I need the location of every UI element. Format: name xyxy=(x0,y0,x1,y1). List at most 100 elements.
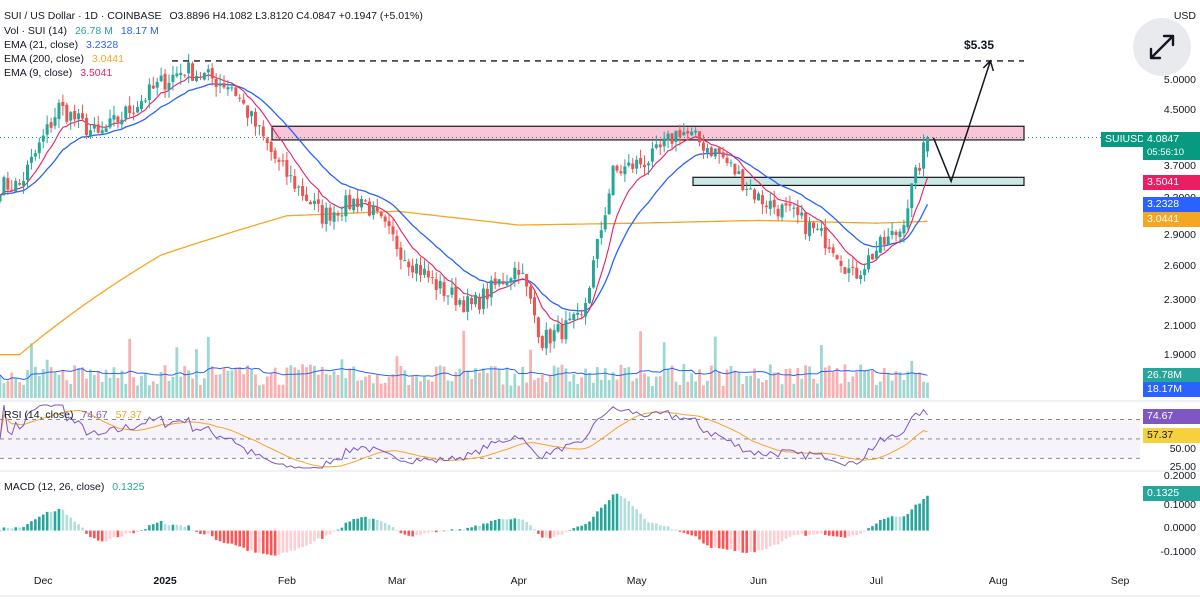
price-axis-label: 2.1000 xyxy=(1163,320,1196,333)
macd-bar xyxy=(619,495,623,531)
volume-bar xyxy=(772,372,776,398)
rsi-label: RSI (14, close) xyxy=(4,409,74,421)
legend-ema9-row[interactable]: EMA (9, close) 3.5041 xyxy=(4,66,117,80)
candle-body xyxy=(195,75,198,81)
candle-body xyxy=(898,231,902,237)
volume-bar xyxy=(686,381,690,398)
candle-body xyxy=(442,282,446,296)
candle-body xyxy=(171,74,175,82)
candle-body xyxy=(183,74,187,76)
legend-ema21-row[interactable]: EMA (21, close) 3.2328 xyxy=(4,38,123,52)
macd-axis-0.2: 0.2000 xyxy=(1163,470,1196,482)
candle-body xyxy=(159,75,163,82)
macd-bar xyxy=(855,530,859,535)
macd-bar xyxy=(576,526,580,531)
macd-bar xyxy=(128,530,131,534)
candle-body xyxy=(855,267,859,279)
volume-bar xyxy=(26,369,29,398)
candle-body xyxy=(155,81,159,88)
candle-body xyxy=(92,125,96,129)
candle-body xyxy=(29,156,33,163)
volume-bar xyxy=(607,380,611,398)
volume-bar xyxy=(863,370,866,398)
rsi-axis-25: 25.00 xyxy=(1169,461,1196,473)
candle-body xyxy=(776,208,780,217)
macd-bar xyxy=(454,529,458,531)
candle-body xyxy=(344,195,348,217)
candle-body xyxy=(49,122,53,128)
volume-bar xyxy=(175,347,179,398)
candle-body xyxy=(654,144,658,148)
candle-body xyxy=(595,238,599,259)
legend-vol-row[interactable]: Vol · SUI (14) 26.78 M 18.17 M xyxy=(4,24,164,38)
volume-bar xyxy=(250,369,253,398)
volume-bar xyxy=(187,370,191,398)
macd-bar xyxy=(831,530,835,537)
candle-body xyxy=(745,188,749,190)
volume-bar xyxy=(379,383,383,398)
legend-rsi-row[interactable]: RSI (14, close) 74.67 57.37 xyxy=(4,408,147,422)
volume-bar xyxy=(548,376,552,398)
candle-body xyxy=(627,162,631,166)
macd-bar xyxy=(702,530,705,544)
candle-body xyxy=(422,268,426,275)
macd-bar xyxy=(584,524,587,531)
candle-body xyxy=(544,329,548,349)
macd-bar xyxy=(434,530,438,533)
volume-bar xyxy=(647,376,650,398)
macd-bar xyxy=(560,530,564,535)
volume-bar xyxy=(69,383,73,398)
candle-body xyxy=(191,63,195,81)
candle-body xyxy=(139,101,143,110)
candle-body xyxy=(725,157,729,163)
time-axis-label: Feb xyxy=(277,575,296,587)
symbol-title[interactable]: SUI / US Dollar · 1D · COINBASE xyxy=(4,10,162,22)
candle-body xyxy=(709,147,713,157)
macd-bar xyxy=(116,530,120,538)
candle-body xyxy=(426,270,430,278)
volume-bar xyxy=(650,385,654,398)
volume-bar xyxy=(796,367,800,398)
candle-body xyxy=(434,279,438,290)
volume-bar xyxy=(434,366,438,398)
volume-bar xyxy=(835,368,839,398)
macd-bar xyxy=(843,530,847,538)
volume-bar xyxy=(540,374,544,398)
macd-bar xyxy=(768,530,772,547)
candle-body xyxy=(363,200,367,202)
expand-button[interactable] xyxy=(1133,18,1191,76)
candle-body xyxy=(717,147,721,154)
volume-bar xyxy=(257,385,261,398)
volume-ma-line xyxy=(0,366,928,381)
volume-bar xyxy=(309,364,312,398)
candle-body xyxy=(371,205,375,216)
macd-bar xyxy=(151,524,155,531)
legend-macd-row[interactable]: MACD (12, 26, close) 0.1325 xyxy=(4,480,149,494)
price-axis-label: 2.6000 xyxy=(1163,259,1196,272)
volume-bar xyxy=(136,385,139,398)
volume-bar xyxy=(537,377,540,398)
volume-bar xyxy=(804,365,808,398)
volume-bar xyxy=(753,368,756,398)
candle-body xyxy=(686,131,690,134)
macd-pane xyxy=(0,493,929,556)
volume-bar xyxy=(690,373,694,398)
macd-bar xyxy=(753,530,756,553)
macd-bar xyxy=(497,519,501,531)
macd-bar xyxy=(470,527,473,531)
legend-ema200-row[interactable]: EMA (200, close) 3.0441 xyxy=(4,52,129,66)
volume-bar xyxy=(721,385,725,398)
candle-body xyxy=(882,237,886,245)
macd-bar xyxy=(360,517,363,531)
volume-bar xyxy=(623,367,627,398)
macd-bar xyxy=(792,530,796,536)
volume-bar xyxy=(717,371,721,398)
candle-body xyxy=(505,281,509,286)
volume-bar xyxy=(273,367,277,398)
candle-body xyxy=(466,296,470,312)
candle-body xyxy=(682,132,686,136)
macd-bar xyxy=(761,530,764,550)
volume-bar xyxy=(792,383,796,398)
volume-bar xyxy=(242,374,246,398)
